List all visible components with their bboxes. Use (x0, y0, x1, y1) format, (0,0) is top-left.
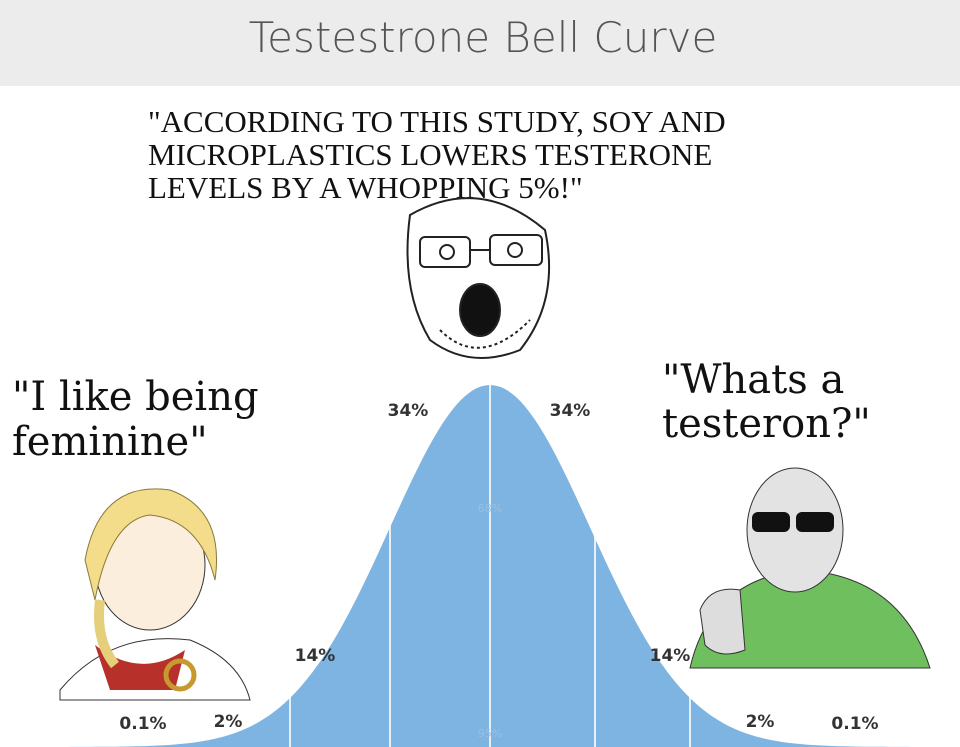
pct-label: 14% (650, 646, 691, 666)
pct-label: 0.1% (119, 714, 166, 734)
left-quote: "I like being (12, 374, 259, 420)
chad-illustration (689, 467, 931, 669)
pct-label: 2% (746, 712, 775, 732)
title-banner (0, 0, 960, 86)
caption-line: MICROPLASTICS LOWERS TESTERONE (148, 137, 712, 172)
inner-label: 68% (478, 502, 502, 515)
inner-label: 95% (478, 727, 502, 740)
sigma-lines (289, 385, 691, 747)
pct-label: 2% (214, 712, 243, 732)
caption-line: LEVELS BY A WHOPPING 5%!" (148, 170, 583, 205)
pct-label: 34% (388, 401, 429, 421)
caption-line: "ACCORDING TO THIS STUDY, SOY AND (148, 104, 726, 139)
left-quote: feminine" (12, 419, 208, 465)
pct-label: 14% (295, 646, 336, 666)
pct-label: 0.1% (831, 714, 878, 734)
soyjak-illustration (406, 197, 551, 359)
title: Testestrone Bell Curve (249, 13, 718, 62)
pct-label: 34% (550, 401, 591, 421)
right-quote: testeron?" (662, 401, 871, 447)
feminine-illustration (59, 488, 251, 701)
right-quote: "Whats a (662, 357, 844, 403)
